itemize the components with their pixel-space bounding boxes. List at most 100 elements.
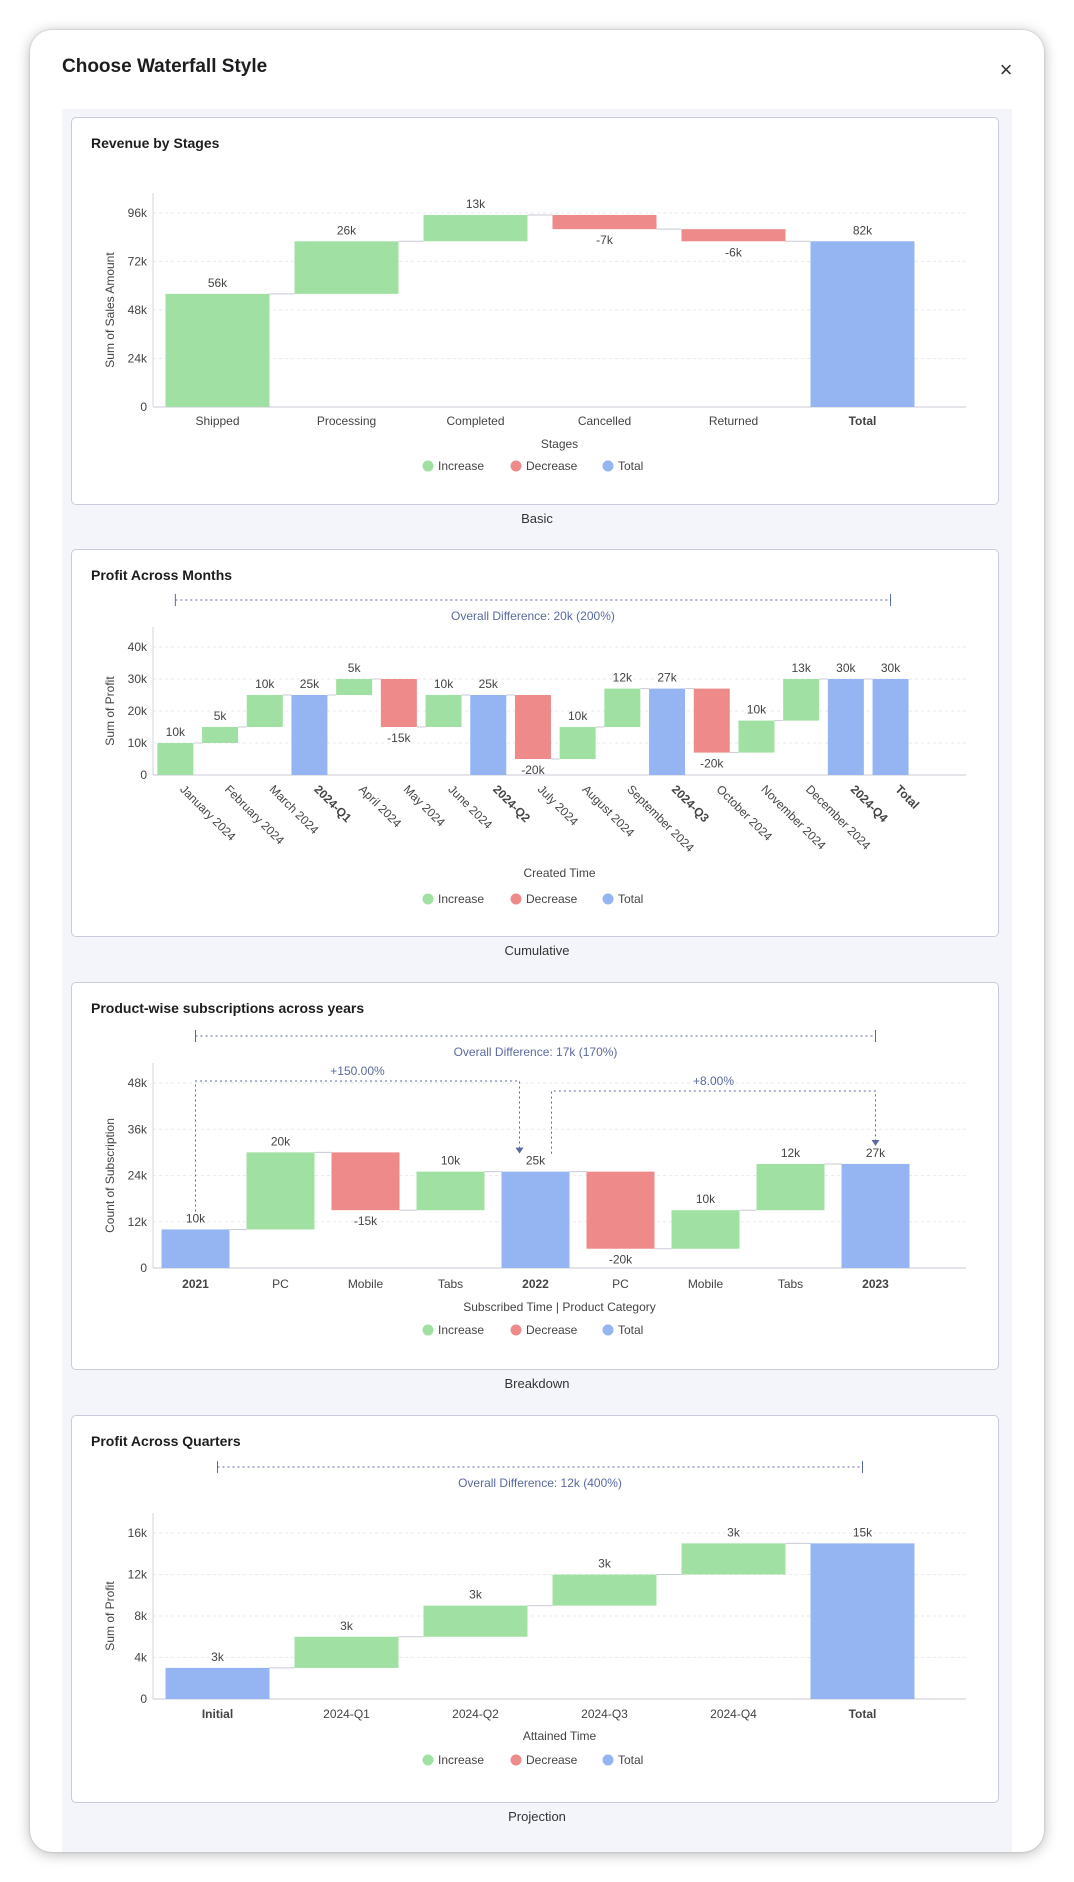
data-label: 30k [881,661,901,675]
style-label-basic: Basic [521,511,553,526]
style-label-cumulative: Cumulative [504,943,570,958]
bar-inc [552,1574,657,1606]
x-tick-label: Returned [709,414,758,428]
data-label: 82k [853,223,873,237]
bar-inc [246,695,283,727]
data-label: -7k [596,233,614,247]
y-tick-label: 72k [128,255,148,269]
data-label: 56k [208,276,228,290]
chart-card-cumulative[interactable]: Profit Across Months 0 10k 20k 30k 40k Sum of… [71,549,999,937]
bar-dec [552,215,657,230]
bar-tot [810,1543,915,1699]
data-label: 3k [727,1525,741,1539]
chart-card-basic[interactable]: Revenue by Stages 0 24k 48k 72k 96k Sum of Sa… [71,117,999,505]
bar-dec [514,695,551,759]
legend-increase-label: Increase [438,1753,484,1767]
y-tick-label: 24k [128,1169,148,1183]
data-label: 10k [747,703,767,717]
bar-tot [872,679,909,775]
overall-difference-label: Overall Difference: 20k (200%) [451,609,615,623]
data-label: 3k [598,1557,612,1571]
data-label: 5k [214,709,228,723]
bar-tot [165,1667,270,1699]
overall-difference-label: Overall Difference: 17k (170%) [454,1045,618,1059]
data-label: -6k [725,245,743,259]
bar-tot [470,695,507,775]
y-tick-label: 40k [128,640,148,654]
data-label: 25k [479,677,499,691]
x-tick-label: Tabs [778,1277,803,1291]
data-label: 12k [613,671,633,685]
data-label: 3k [469,1588,483,1602]
data-label: 20k [271,1134,291,1148]
bar-tot [827,679,864,775]
legend-total-swatch [602,893,614,905]
y-tick-label: 20k [128,704,148,718]
waterfall-style-dialog: Choose Waterfall Style × Revenue by Stag… [30,30,1044,1852]
chart-card-projection[interactable]: Profit Across Quarters 0 4k 8k 12k 16k Sum of… [71,1415,999,1803]
y-tick-label: 96k [128,206,148,220]
bar-tot [291,695,328,775]
x-tick-label: April 2024 [356,782,404,830]
legend-total-label: Total [618,459,643,473]
x-tick-label: June 2024 [445,782,495,832]
data-label: 27k [866,1146,886,1160]
data-label: 25k [300,677,320,691]
bar-inc [336,679,373,695]
bar-inc [202,727,239,743]
x-tick-label: PC [272,1277,289,1291]
chart-title: Profit Across Months [91,567,233,583]
x-axis-title: Created Time [523,866,595,880]
legend-total-label: Total [618,892,643,906]
legend-decrease-swatch [510,460,522,472]
change-arrow-line [195,1080,520,1212]
change-arrow-line [551,1090,876,1154]
data-label: 10k [568,709,588,723]
bar-dec [331,1152,400,1211]
legend-increase-swatch [422,460,434,472]
y-tick-label: 4k [134,1651,148,1665]
y-tick-label: 10k [128,736,148,750]
y-tick-label: 48k [128,1076,148,1090]
x-tick-label: Completed [446,414,504,428]
chart-card-breakdown[interactable]: Product-wise subscriptions across years … [71,982,999,1370]
y-tick-label: 30k [128,672,148,686]
data-label: 10k [166,725,186,739]
x-tick-label: Mobile [348,1277,384,1291]
data-label: 27k [657,671,677,685]
y-tick-label: 8k [134,1609,148,1623]
legend-decrease-swatch [510,1324,522,1336]
y-tick-label: 0 [140,400,147,414]
bar-dec [681,229,786,242]
change-percent-label: +150.00% [330,1064,385,1078]
bar-inc [246,1152,315,1230]
dialog-title: Choose Waterfall Style [62,56,268,77]
data-label: -20k [521,763,545,777]
legend-total-swatch [602,1324,614,1336]
legend-decrease-label: Decrease [526,459,578,473]
y-axis-title: Sum of Profit [103,676,117,746]
change-arrow-head [871,1139,880,1146]
y-axis-title: Sum of Profit [103,1581,117,1651]
style-label-projection: Projection [508,1809,566,1824]
data-label: 15k [853,1525,873,1539]
bar-tot [649,688,686,775]
x-tick-label: Total [849,414,877,428]
x-axis-title: Attained Time [523,1729,597,1743]
x-tick-label: Processing [317,414,376,428]
bar-inc [681,1543,786,1575]
waterfall-chart-breakdown: 0 12k 24k 36k 48k Count of Subscription 10k 20k… [103,1030,966,1337]
bar-dec [380,679,417,727]
bar-dec [693,688,730,753]
bar-inc [294,1636,399,1668]
legend-decrease-swatch [510,893,522,905]
data-label: -20k [609,1253,633,1267]
legend-total-label: Total [618,1323,643,1337]
close-icon[interactable]: × [999,57,1013,82]
data-label: 5k [348,661,362,675]
y-axis-title: Sum of Sales Amount [103,252,117,368]
data-label: 10k [186,1211,206,1225]
x-tick-label: 2023 [862,1277,889,1291]
bar-inc [165,293,270,407]
legend-increase-label: Increase [438,892,484,906]
